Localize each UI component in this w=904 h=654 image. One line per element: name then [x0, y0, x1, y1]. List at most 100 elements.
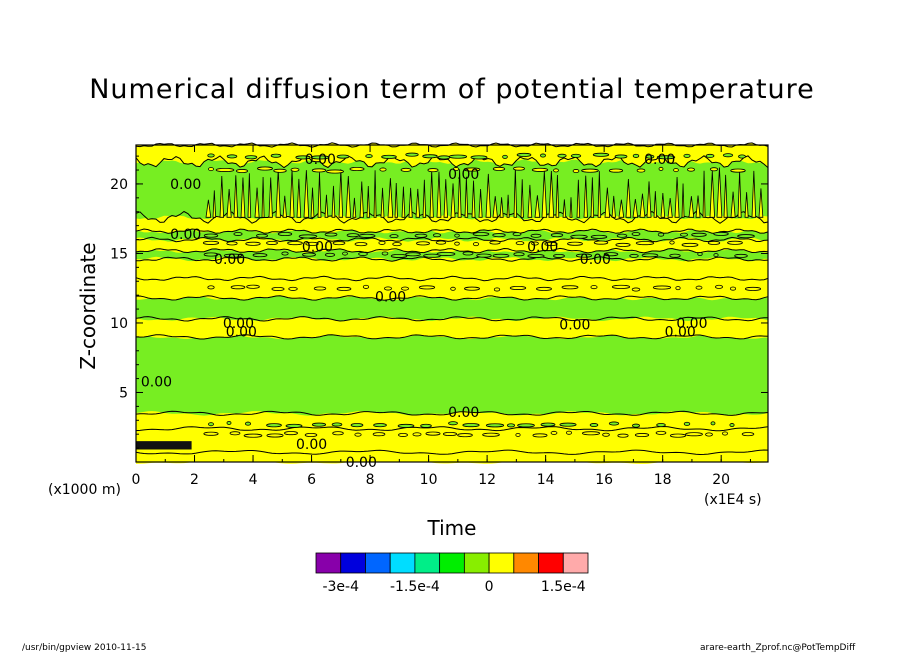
contour-line-6 [135, 275, 769, 282]
contour-island [631, 423, 641, 428]
contour-island [575, 253, 593, 258]
contour-island [513, 252, 525, 257]
contour-island [656, 423, 666, 428]
contour-island [310, 155, 330, 160]
contour-spike [527, 184, 533, 218]
contour-island [381, 251, 389, 256]
contour-spike [401, 186, 406, 218]
contour-island [729, 286, 737, 291]
colorbar-swatch [389, 552, 416, 574]
contour-label: 0.00 [580, 252, 611, 268]
contour-island [332, 431, 344, 436]
contour-label: 0.00 [170, 227, 201, 243]
contour-spike [422, 179, 427, 218]
contour-island [593, 240, 609, 245]
contour-spike [275, 169, 281, 218]
contour-island [392, 242, 402, 247]
contour-island [561, 285, 579, 290]
contour-spike [310, 187, 315, 218]
contour-island [342, 251, 348, 256]
contour-island [492, 233, 506, 238]
contour-line-8 [135, 247, 769, 254]
contour-label: 0.00 [223, 316, 254, 332]
contour-island [559, 422, 577, 427]
contour-island [390, 253, 408, 258]
contour-spike [450, 183, 456, 218]
contour-island [442, 431, 458, 436]
colorbar-swatch [513, 552, 539, 574]
contour-spike [730, 191, 736, 218]
contour-island [233, 231, 243, 236]
contour-island [472, 242, 480, 247]
contour-island [741, 432, 755, 437]
contour-spike [723, 174, 728, 218]
contour-island [226, 241, 238, 246]
contour-spike [485, 173, 492, 218]
colorbar-swatch [463, 552, 490, 574]
contour-island [454, 241, 460, 246]
contour-island [281, 251, 289, 256]
contour-island [226, 154, 238, 159]
contour-island [244, 155, 258, 160]
contour-island [727, 240, 743, 245]
contour-island [629, 253, 639, 258]
contour-island [632, 153, 640, 158]
contour-island [324, 252, 336, 257]
contour-line-5 [135, 295, 769, 301]
contour-island [476, 253, 492, 258]
contour-island [266, 240, 278, 245]
dense-contour-region [136, 441, 192, 450]
colorbar-tick-label: 0 [485, 579, 494, 595]
contour-spike [387, 178, 394, 218]
contour-island [536, 286, 552, 291]
contour-island [379, 167, 387, 172]
contour-island [464, 286, 480, 291]
contour-spike [758, 188, 764, 218]
contour-island [680, 232, 688, 237]
contour-island [462, 251, 474, 256]
contour-spike [205, 199, 212, 218]
contour-island [354, 242, 368, 247]
contour-island [590, 234, 608, 239]
contour-spike [429, 170, 434, 218]
contour-island [590, 285, 598, 290]
contour-island [324, 232, 338, 237]
contour-island [290, 167, 300, 172]
contour-spike [261, 177, 265, 218]
contour-island [705, 153, 715, 158]
contour-island [346, 233, 360, 238]
x-tick-label: 20 [712, 472, 730, 488]
contour-island [567, 241, 583, 246]
contour-island [349, 167, 365, 172]
contour-island [655, 430, 667, 435]
contour-island [420, 423, 432, 428]
contour-island [572, 169, 580, 174]
contour-island [532, 433, 548, 438]
contour-island [681, 242, 699, 247]
contour-island [730, 168, 746, 173]
x-tick-label: 18 [654, 472, 672, 488]
y-tick-label: 15 [110, 246, 128, 262]
contour-spike [324, 194, 329, 218]
colorbar-swatch [365, 552, 391, 574]
contour-island [570, 153, 582, 158]
contour-island [298, 234, 318, 239]
plot-frame [135, 144, 769, 463]
contour-spike [506, 194, 510, 218]
contour-line-7 [136, 256, 769, 262]
contour-island [695, 285, 703, 290]
contour-island [482, 432, 500, 437]
contour-island [715, 284, 723, 289]
x-tick-label: 10 [420, 472, 438, 488]
axes: 0 2 4 6 8 10 12 14 16 18 20 5 10 15 20 [110, 144, 769, 488]
contour-spike [338, 169, 344, 218]
contour-island [266, 433, 284, 438]
contour-island [544, 241, 558, 246]
contour-island [235, 169, 249, 174]
contour-island [470, 155, 488, 160]
contour-island [223, 253, 243, 258]
contour-island [675, 286, 681, 291]
contour-island [332, 241, 346, 246]
contour-island [423, 253, 441, 258]
